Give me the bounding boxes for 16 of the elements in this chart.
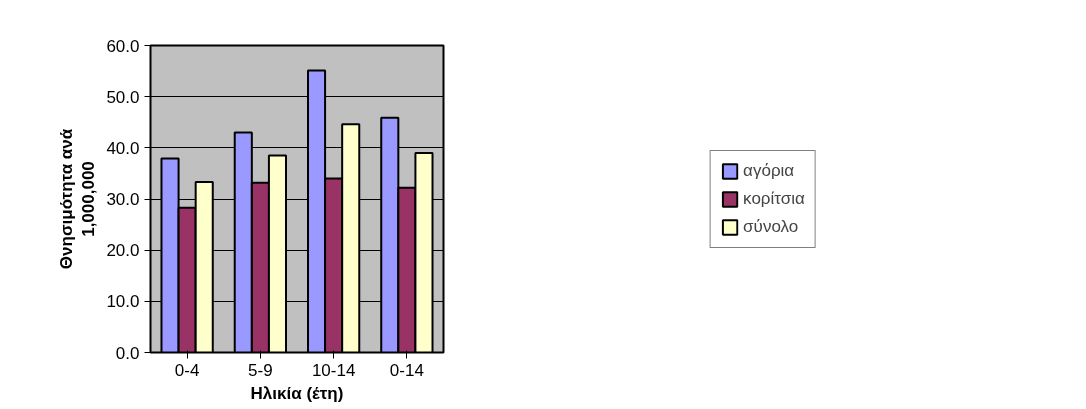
x-tick-label: 5-9 xyxy=(248,360,273,380)
legend-label: κορίτσια xyxy=(743,188,805,209)
legend-label: σύνολο xyxy=(743,216,799,237)
y-tick-label: 50.0 xyxy=(106,87,140,107)
legend-label: αγόρια xyxy=(743,160,795,181)
y-tick-label: 20.0 xyxy=(106,241,140,261)
x-tick-label: 0-14 xyxy=(389,360,424,380)
x-axis-title: Ηλικία (έτη) xyxy=(250,383,344,403)
y-tick-label: 10.0 xyxy=(106,292,140,312)
y-axis-title: Θνησιμότητα ανά 1,000,000 xyxy=(56,128,99,270)
x-tick-label: 0-4 xyxy=(174,360,200,380)
y-tick-label: 30.0 xyxy=(106,190,140,209)
y-tick-label: 60.0 xyxy=(106,36,140,56)
y-tick-label: 0.0 xyxy=(115,343,140,363)
x-tick-label: 10-14 xyxy=(311,360,356,380)
y-tick-label: 40.0 xyxy=(106,138,140,158)
